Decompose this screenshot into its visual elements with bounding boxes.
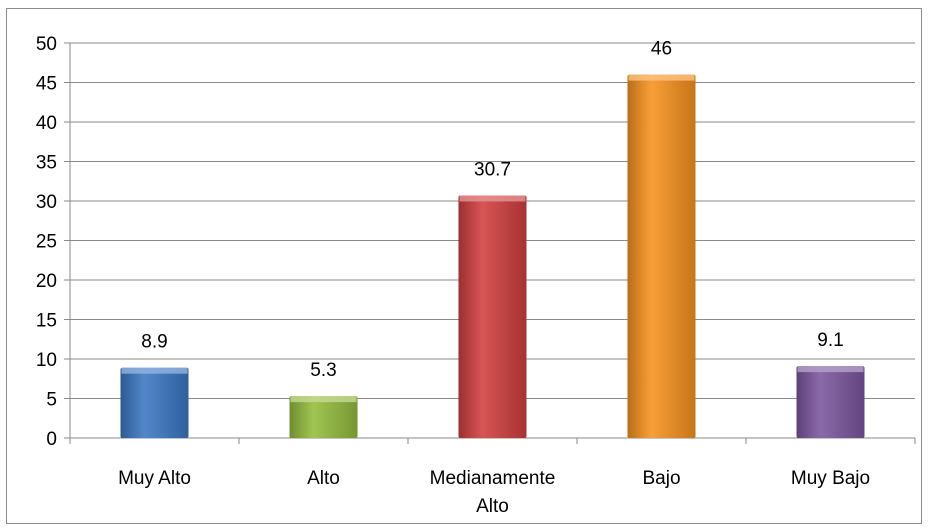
- y-tick-label: 15: [36, 311, 57, 332]
- x-category-label: Bajo: [642, 468, 680, 489]
- data-label: 8.9: [141, 332, 167, 353]
- x-category-label: Medianamente: [430, 468, 556, 489]
- y-tick-label: 40: [36, 113, 57, 134]
- x-category-label: Muy Bajo: [791, 468, 870, 489]
- bar-highlight: [797, 366, 864, 373]
- x-category-label: Alto: [476, 496, 509, 517]
- bar: [120, 367, 189, 438]
- x-category-label: Alto: [307, 468, 340, 489]
- bars: [120, 74, 865, 438]
- bar-highlight: [121, 367, 188, 374]
- labels: 0 5 10 15 20 25 30 35 40 45 50 8.9 Muy Alto 5.3 Alto 30…: [36, 34, 870, 517]
- bar: [458, 195, 527, 438]
- bar-highlight: [459, 195, 526, 202]
- bar: [289, 396, 358, 438]
- data-label: 9.1: [817, 330, 843, 351]
- x-category-label: Muy Alto: [118, 468, 191, 489]
- y-tick-label: 45: [36, 74, 57, 95]
- y-tick-label: 20: [36, 271, 57, 292]
- gridlines: [70, 42, 915, 399]
- y-tick-label: 0: [46, 429, 57, 450]
- y-tick-label: 35: [36, 153, 57, 174]
- data-label: 5.3: [310, 360, 336, 381]
- y-tick-label: 50: [36, 34, 57, 55]
- data-label: 46: [651, 39, 672, 60]
- y-tick-label: 5: [46, 390, 57, 411]
- bar-highlight: [628, 74, 695, 81]
- y-tick-label: 30: [36, 192, 57, 213]
- bar: [627, 74, 696, 438]
- bar-highlight: [290, 396, 357, 403]
- y-tick-label: 25: [36, 232, 57, 253]
- bar: [796, 366, 865, 438]
- data-label: 30.7: [474, 159, 511, 180]
- y-tick-label: 10: [36, 350, 57, 371]
